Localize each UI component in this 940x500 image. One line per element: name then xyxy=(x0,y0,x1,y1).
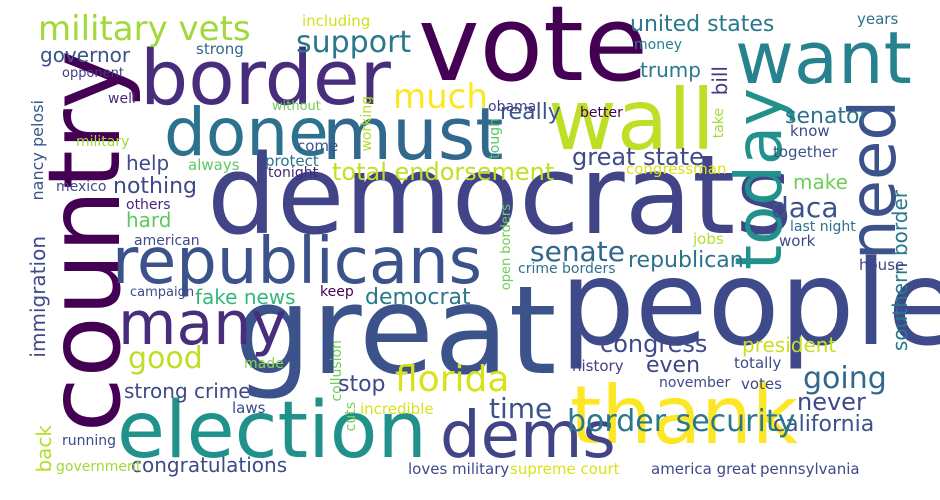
word-better: better xyxy=(580,105,623,121)
word-know: know xyxy=(790,122,830,140)
word-government: government xyxy=(56,459,142,475)
word-loves-military: loves military xyxy=(408,460,510,478)
word-strong-crime: strong crime xyxy=(124,379,251,403)
word-wall: wall xyxy=(548,71,715,169)
word-obama: obama xyxy=(488,99,537,115)
word-votes: votes xyxy=(741,375,782,393)
word-house: house xyxy=(859,256,905,274)
word-open-borders: open borders xyxy=(499,204,514,291)
word-governor: governor xyxy=(40,43,131,67)
word-support: support xyxy=(296,25,412,60)
word-democrat: democrat xyxy=(365,285,471,310)
word-laws: laws xyxy=(232,399,266,417)
word-good: good xyxy=(128,341,203,376)
word-florida: florida xyxy=(395,359,510,400)
word-made: made xyxy=(244,356,284,372)
word-border: border xyxy=(140,33,391,122)
word-military-vets: military vets xyxy=(38,9,251,49)
word-congress: congress xyxy=(600,330,708,358)
word-many: many xyxy=(118,289,287,359)
word-going: going xyxy=(803,361,887,396)
word-keep: keep xyxy=(320,284,354,300)
word-incredible: incredible xyxy=(360,400,434,418)
word-republicans: republicans xyxy=(112,225,482,299)
word-election: election xyxy=(117,386,427,476)
word-come: come xyxy=(297,137,339,155)
word-mexico: mexico xyxy=(56,179,107,195)
word-great: great xyxy=(234,260,557,402)
word-really: really xyxy=(500,100,561,125)
word-back: back xyxy=(32,425,56,473)
word-last-night: last night xyxy=(790,219,856,235)
word-time: time xyxy=(489,392,553,425)
word-without: without xyxy=(272,99,321,114)
word-fake-news: fake news xyxy=(195,285,296,309)
word-jobs: jobs xyxy=(693,230,724,248)
word-make: make xyxy=(793,170,848,194)
word-nancy-pelosi: nancy pelosi xyxy=(28,100,47,201)
word-immigration: immigration xyxy=(26,236,50,358)
word-pennsylvania: pennsylvania xyxy=(760,460,860,478)
word-trump: trump xyxy=(640,58,701,82)
word-daca: daca xyxy=(771,191,839,224)
word-senator: senator xyxy=(785,104,869,129)
word-even: even xyxy=(646,353,701,378)
word-must: must xyxy=(322,92,504,176)
word-always: always xyxy=(188,156,240,174)
word-republican: republican xyxy=(628,248,744,273)
word-president: president xyxy=(742,333,837,357)
word-much: much xyxy=(393,77,488,117)
word-people: people xyxy=(560,234,940,372)
word-democrats: democrats xyxy=(207,131,793,259)
word-tough: tough xyxy=(487,118,503,159)
word-stop: stop xyxy=(338,372,386,397)
word-united-states: united states xyxy=(630,12,775,37)
word-never: never xyxy=(797,388,866,416)
word-protect: protect xyxy=(265,152,319,170)
word-america-great: america great xyxy=(651,460,757,478)
word-want: want xyxy=(735,16,912,100)
word-great-state: great state xyxy=(572,143,704,171)
word-november: november xyxy=(659,375,731,391)
word-border-security: border security xyxy=(567,404,796,439)
word-totally: totally xyxy=(734,354,782,372)
word-work: work xyxy=(779,232,816,250)
word-cuts: cuts xyxy=(343,402,359,432)
word-crime-borders: crime borders xyxy=(518,261,616,277)
word-congressman: congressman xyxy=(626,160,727,178)
word-take: take xyxy=(711,108,727,139)
word-supreme-court: supreme court xyxy=(510,460,620,478)
word-done: done xyxy=(164,94,329,171)
word-running: running xyxy=(62,433,117,449)
word-years: years xyxy=(857,10,899,28)
word-strong: strong xyxy=(196,40,244,58)
word-total-endorsement: total endorsement xyxy=(332,158,555,186)
word-senate: senate xyxy=(530,235,625,268)
word-california: california xyxy=(773,412,875,437)
word-money: money xyxy=(634,37,682,53)
word-thank: thank xyxy=(570,369,799,462)
word-well: well xyxy=(108,91,136,107)
word-military: military xyxy=(76,134,130,150)
word-nothing: nothing xyxy=(113,174,197,199)
word-american: american xyxy=(134,233,200,249)
word-vote: vote xyxy=(418,0,648,105)
word-campaign: campaign xyxy=(130,285,195,300)
word-history: history xyxy=(572,357,624,375)
word-dems: dems xyxy=(440,399,616,473)
word-together: together xyxy=(773,143,838,161)
word-tonight: tonight xyxy=(268,165,319,181)
word-bill: bill xyxy=(708,66,732,96)
word-congratulations: congratulations xyxy=(131,453,288,477)
word-working: working xyxy=(359,96,375,152)
word-others: others xyxy=(126,197,171,213)
word-opponent: opponent xyxy=(62,66,124,81)
word-hard: hard xyxy=(126,208,172,232)
word-help: help xyxy=(126,151,170,175)
word-including: including xyxy=(302,12,371,30)
